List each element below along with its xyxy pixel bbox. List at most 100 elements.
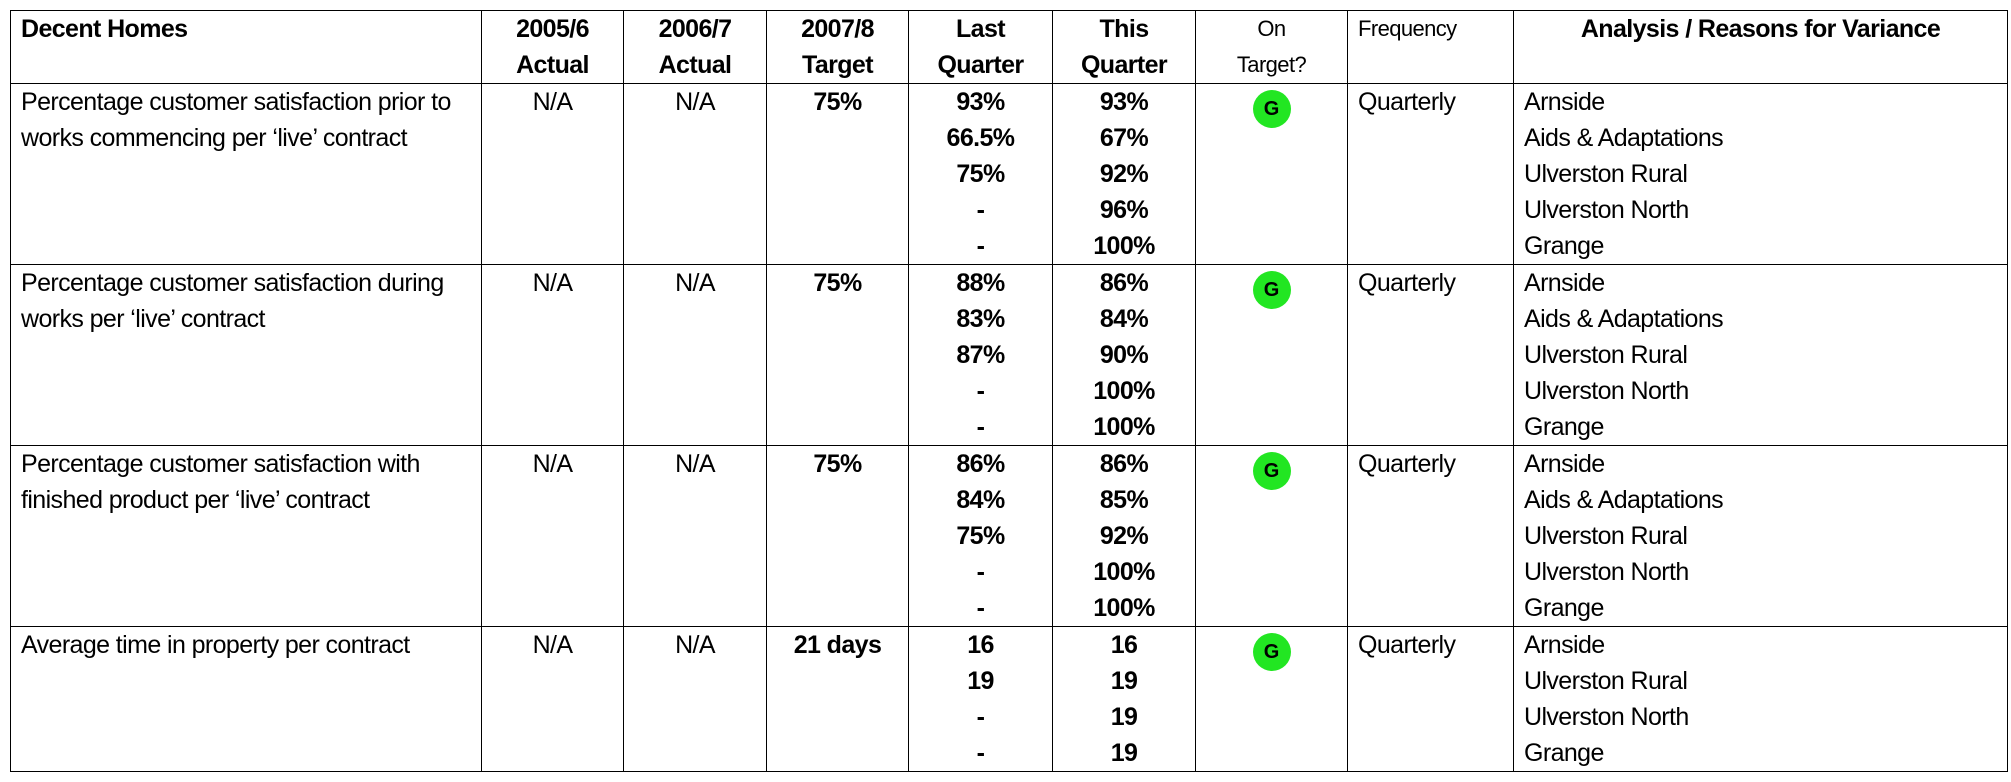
- actual-2005: N/A: [532, 450, 573, 478]
- cell-line: Grange: [1524, 594, 1604, 622]
- header-text: Actual: [658, 51, 732, 79]
- label: Percentage customer satisfaction prior t…: [21, 88, 451, 152]
- label-cell: Percentage customer satisfaction prior t…: [10, 83, 482, 265]
- cell-line: 19: [1110, 739, 1138, 767]
- analysis-cell: Arnside Ulverston Rural Ulverston North Gra…: [1513, 626, 2008, 772]
- data-row: Percentage customer satisfaction with fi…: [10, 445, 2008, 627]
- status-indicator: G: [1252, 271, 1291, 309]
- cell-line: -: [976, 232, 985, 260]
- frequency-cell: Quarterly: [1347, 264, 1514, 446]
- cell-line: 100%: [1093, 232, 1155, 260]
- label: Percentage customer satisfaction with fi…: [21, 450, 420, 514]
- cell-line: 96%: [1099, 196, 1149, 224]
- status-indicator: G: [1252, 90, 1291, 128]
- cell-line: 83%: [956, 305, 1005, 333]
- header-text: Frequency: [1358, 16, 1457, 41]
- cell-line: 16: [967, 631, 994, 659]
- target-cell: 75%: [766, 83, 909, 265]
- actual-2005: N/A: [532, 269, 573, 297]
- cell-line: 100%: [1093, 413, 1155, 441]
- target: 75%: [813, 88, 862, 116]
- cell-line: Ulverston Rural: [1524, 667, 1688, 695]
- cell-line: 100%: [1093, 594, 1155, 622]
- actual-2005-cell: N/A: [481, 445, 624, 627]
- status-indicator: G: [1252, 452, 1291, 490]
- last-quarter-cell: 16 19 - -: [908, 626, 1053, 772]
- cell-line: 93%: [1099, 88, 1149, 116]
- header-text: On: [1257, 16, 1286, 41]
- actual-2005: N/A: [532, 631, 573, 659]
- header-text: Analysis / Reasons for Variance: [1580, 15, 1941, 43]
- on-target-cell: G: [1195, 445, 1348, 627]
- cell-line: Aids & Adaptations: [1524, 305, 1724, 333]
- actual-2006-cell: N/A: [623, 264, 767, 446]
- cell-line: Ulverston North: [1524, 377, 1689, 405]
- last-quarter-cell: 86% 84% 75% - -: [908, 445, 1053, 627]
- cell-line: Grange: [1524, 739, 1604, 767]
- cell-line: Grange: [1524, 232, 1604, 260]
- header-cell: 2005/6 Actual: [481, 10, 624, 84]
- analysis-cell: Arnside Aids & Adaptations Ulverston Rural…: [1513, 83, 2008, 265]
- frequency-cell: Quarterly: [1347, 83, 1514, 265]
- cell-line: 100%: [1093, 558, 1155, 586]
- actual-2005: N/A: [532, 88, 573, 116]
- status-indicator: G: [1252, 633, 1291, 671]
- actual-2006-cell: N/A: [623, 83, 767, 265]
- cell-line: 93%: [956, 88, 1005, 116]
- header-text: 2007/8: [801, 15, 874, 43]
- actual-2006: N/A: [675, 269, 715, 297]
- frequency-cell: Quarterly: [1347, 445, 1514, 627]
- cell-line: -: [976, 594, 985, 622]
- header-text: Last: [955, 15, 1006, 43]
- header-text: Quarter: [937, 51, 1024, 79]
- header-text: Actual: [516, 51, 589, 79]
- actual-2005-cell: N/A: [481, 626, 624, 772]
- cell-line: Aids & Adaptations: [1524, 486, 1724, 514]
- cell-line: 87%: [956, 341, 1005, 369]
- this-quarter-cell: 86% 84% 90% 100% 100%: [1052, 264, 1196, 446]
- cell-line: 67%: [1099, 124, 1149, 152]
- on-target-cell: G: [1195, 264, 1348, 446]
- cell-line: 19: [1110, 703, 1138, 731]
- actual-2005-cell: N/A: [481, 83, 624, 265]
- actual-2006-cell: N/A: [623, 626, 767, 772]
- data-row: Percentage customer satisfaction during …: [10, 264, 2008, 446]
- cell-line: Grange: [1524, 413, 1604, 441]
- header-cell: Analysis / Reasons for Variance: [1513, 10, 2008, 84]
- on-target-cell: G: [1195, 83, 1348, 265]
- cell-line: -: [976, 558, 985, 586]
- cell-line: 75%: [956, 160, 1005, 188]
- label-cell: Percentage customer satisfaction with fi…: [10, 445, 482, 627]
- cell-line: -: [976, 196, 985, 224]
- last-quarter-cell: 93% 66.5% 75% - -: [908, 83, 1053, 265]
- cell-line: 66.5%: [946, 124, 1015, 152]
- this-quarter-cell: 86% 85% 92% 100% 100%: [1052, 445, 1196, 627]
- cell-line: Arnside: [1524, 269, 1605, 297]
- cell-line: Ulverston North: [1524, 196, 1689, 224]
- cell-line: 84%: [956, 486, 1005, 514]
- cell-line: 100%: [1093, 377, 1155, 405]
- cell-line: 86%: [1099, 269, 1149, 297]
- header-cell: Frequency: [1347, 10, 1514, 84]
- actual-2005-cell: N/A: [481, 264, 624, 446]
- frequency: Quarterly: [1358, 88, 1456, 116]
- cell-line: 92%: [1099, 160, 1149, 188]
- table-body: Percentage customer satisfaction prior t…: [10, 83, 2008, 772]
- header-cell: Last Quarter: [908, 10, 1053, 84]
- frequency: Quarterly: [1358, 269, 1456, 297]
- cell-line: -: [976, 739, 985, 767]
- header-text: Decent Homes: [21, 15, 188, 43]
- cell-line: Ulverston North: [1524, 558, 1689, 586]
- kpi-table: Decent Homes 2005/6 Actual 2006/7 Actual 2007…: [10, 10, 2008, 772]
- label-cell: Average time in property per contract: [10, 626, 482, 772]
- on-target-cell: G: [1195, 626, 1348, 772]
- cell-line: 90%: [1099, 341, 1149, 369]
- target: 75%: [813, 269, 862, 297]
- last-quarter-cell: 88% 83% 87% - -: [908, 264, 1053, 446]
- cell-line: Arnside: [1524, 450, 1605, 478]
- cell-line: 88%: [956, 269, 1005, 297]
- target-cell: 75%: [766, 264, 909, 446]
- cell-line: 84%: [1099, 305, 1149, 333]
- cell-line: -: [976, 377, 985, 405]
